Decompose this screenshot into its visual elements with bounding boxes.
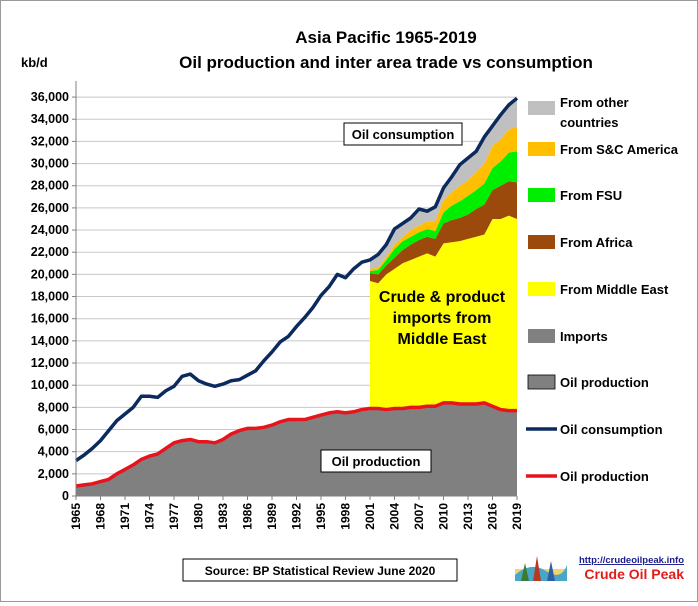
line-oil-production (75, 401, 517, 488)
y-tick-label-32000: 32,000 (31, 134, 69, 148)
legend-item-7-swatch (527, 374, 556, 390)
y-tick-label-16000: 16,000 (31, 312, 69, 326)
y-tick-label-26000: 26,000 (31, 201, 69, 215)
annotation-imports-line-2: imports from (393, 310, 492, 327)
legend-item-4-label: From Africa (560, 235, 633, 250)
y-tick-label-30000: 30,000 (31, 157, 69, 171)
legend-item-1-swatch (528, 101, 555, 115)
axes (72, 81, 518, 500)
y-tick-label-22000: 22,000 (31, 245, 69, 259)
logo-url[interactable]: http://crudeoilpeak.info (579, 555, 684, 566)
annotation-imports-line-1: Crude & product (379, 289, 506, 306)
annotation-production-text: Oil production (332, 454, 421, 469)
x-tick-label-1986: 1986 (241, 503, 255, 530)
annotation-consumption: Oil consumption (343, 122, 463, 146)
x-tick-label-1977: 1977 (167, 503, 181, 530)
legend-item-1-label: From other countries (560, 95, 629, 130)
logo[interactable]: http://crudeoilpeak.info Crude Oil Peak (515, 555, 684, 582)
legend-item-3-label: From FSU (560, 188, 622, 203)
legend-item-6-label: Imports (560, 329, 608, 344)
annotation-production: Oil production (320, 449, 432, 473)
x-tick-label-1995: 1995 (314, 503, 328, 530)
y-tick-label-20000: 20,000 (31, 267, 69, 281)
x-tick-label-1965: 1965 (69, 503, 83, 530)
area-oil-production (76, 402, 517, 496)
area-from-fsu (370, 151, 517, 275)
y-tick-label-34000: 34,000 (31, 112, 69, 126)
stacked-areas (76, 98, 517, 496)
chart-subtitle: Oil production and inter area trade vs c… (179, 53, 593, 72)
y-tick-label-14000: 14,000 (31, 334, 69, 348)
y-tick-label-10000: 10,000 (31, 378, 69, 392)
x-tick-label-2010: 2010 (437, 503, 451, 530)
y-tick-label-6000: 6,000 (38, 423, 69, 437)
y-axis-label: kb/d (21, 55, 48, 70)
legend-item-1-label-line-1: From other (560, 95, 629, 110)
legend-item-4-swatch (528, 235, 555, 249)
x-tick-label-1971: 1971 (118, 503, 132, 530)
x-tick-label-2013: 2013 (461, 503, 475, 530)
y-tick-label-2000: 2,000 (38, 467, 69, 481)
x-tick-label-1992: 1992 (290, 503, 304, 530)
source-box: Source: BP Statistical Review June 2020 (182, 558, 458, 582)
annotation-imports: Crude & product imports from Middle East (379, 289, 506, 348)
x-tick-label-2001: 2001 (363, 503, 377, 530)
x-tick-label-1980: 1980 (192, 503, 206, 530)
legend-item-6-swatch (528, 329, 555, 343)
y-tick-label-28000: 28,000 (31, 179, 69, 193)
chart-title: Asia Pacific 1965-2019 (295, 28, 476, 47)
legend-item-3-swatch (528, 188, 555, 202)
y-tick-label-4000: 4,000 (38, 445, 69, 459)
x-tick-label-2004: 2004 (388, 503, 402, 530)
logo-name: Crude Oil Peak (584, 566, 684, 582)
legend-item-9-label: Oil production (560, 469, 649, 484)
legend-item-2-label: From S&C America (560, 142, 679, 157)
legend-item-8-label: Oil consumption (560, 422, 663, 437)
source-text: Source: BP Statistical Review June 2020 (205, 564, 436, 578)
area-from-other-countries (370, 98, 517, 269)
x-tick-label-1998: 1998 (339, 503, 353, 530)
y-tick-label-12000: 12,000 (31, 356, 69, 370)
line-oil-consumption (75, 96, 519, 462)
x-tick-label-2007: 2007 (412, 503, 426, 530)
annotation-imports-line-3: Middle East (398, 331, 488, 348)
y-tick-labels: 0 2,000 4,000 6,000 8,000 10,000 12,000 14,000 1… (31, 90, 69, 503)
y-tick-label-36000: 36,000 (31, 90, 69, 104)
area-from-s-c-america (370, 127, 517, 272)
legend-item-1-label-line-2: countries (560, 115, 619, 130)
x-tick-label-1968: 1968 (94, 503, 108, 530)
annotation-consumption-text: Oil consumption (352, 127, 455, 142)
x-tick-label-1983: 1983 (216, 503, 230, 530)
x-tick-label-1989: 1989 (265, 503, 279, 530)
legend-item-5-label: From Middle East (560, 282, 669, 297)
y-tick-label-18000: 18,000 (31, 290, 69, 304)
x-tick-labels: 1965 1968 1971 1974 1977 1980 1983 1986 1989 1992… (69, 503, 524, 530)
legend-item-5-swatch (528, 282, 555, 296)
y-tick-label-8000: 8,000 (38, 400, 69, 414)
series-lines (75, 96, 519, 488)
x-tick-label-1974: 1974 (143, 503, 157, 530)
x-tick-label-2019: 2019 (510, 503, 524, 530)
y-tick-label-0: 0 (62, 489, 69, 503)
legend-item-7-label: Oil production (560, 375, 649, 390)
logo-graphic (515, 556, 567, 581)
area-from-middle-east (370, 215, 517, 411)
legend-item-2-swatch (528, 142, 555, 156)
y-tick-label-24000: 24,000 (31, 223, 69, 237)
legend: From other countries From S&C America From … (526, 95, 679, 484)
x-tick-label-2016: 2016 (486, 503, 500, 530)
